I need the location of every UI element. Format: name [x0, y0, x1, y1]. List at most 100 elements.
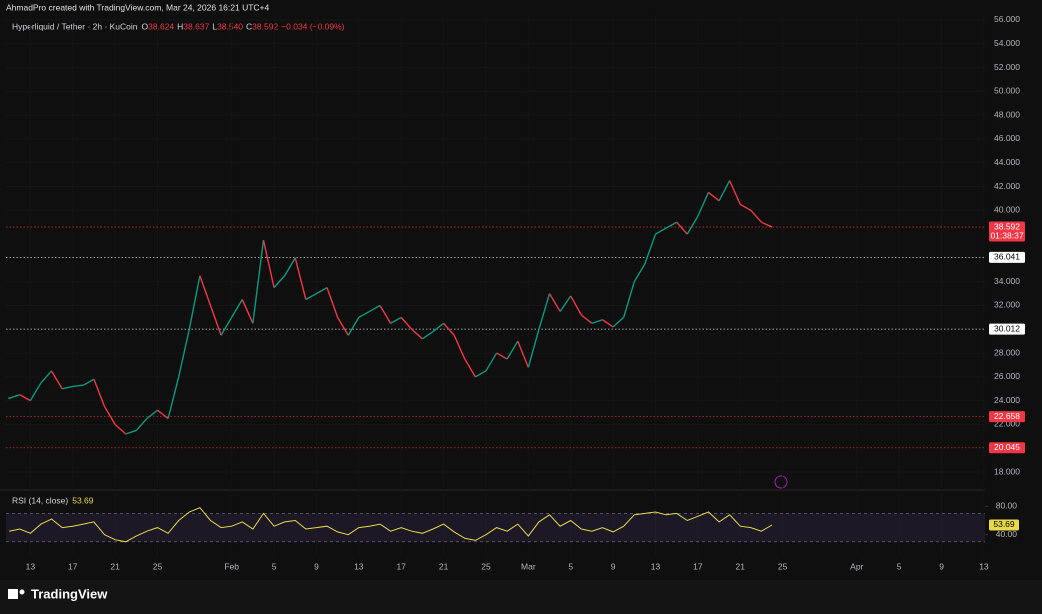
y-tick-label: 24.000	[994, 395, 1020, 405]
price-segment	[538, 293, 551, 330]
price-segment	[252, 239, 265, 324]
x-tick-label: 21	[439, 561, 449, 571]
x-tick-label: 9	[939, 561, 944, 571]
countdown: 01:38:37	[990, 230, 1023, 240]
x-tick-label: Apr	[850, 561, 863, 571]
x-tick-label: 9	[611, 561, 616, 571]
x-tick-label: Mar	[521, 561, 536, 571]
ohlc-value: 38.592	[252, 21, 278, 31]
price-segment	[273, 275, 286, 289]
price-segment	[294, 257, 307, 300]
price-segment	[686, 215, 699, 235]
ohlc-value: 38.624	[148, 21, 174, 31]
x-tick-label: 17	[693, 561, 703, 571]
y-tick-label: 50.000	[994, 86, 1020, 96]
price-label-box	[989, 323, 1025, 335]
price-segment	[188, 275, 201, 330]
ohlc-value: 38.540	[217, 21, 243, 31]
y-tick-label: 34.000	[994, 276, 1020, 286]
price-segment	[697, 192, 710, 217]
x-tick-label: 5	[897, 561, 902, 571]
price-segment	[220, 317, 233, 336]
price-segment	[761, 221, 773, 228]
price-segment	[676, 221, 688, 235]
price-segment	[517, 340, 529, 368]
price-segment	[665, 221, 678, 229]
price-segment	[400, 316, 413, 330]
x-tick-label: 21	[736, 561, 746, 571]
price-segment	[591, 319, 603, 324]
y-tick-label: 26.000	[994, 371, 1020, 381]
x-tick-label: 25	[153, 561, 163, 571]
price-segment	[316, 287, 328, 295]
y-tick-label: 18.000	[994, 466, 1020, 476]
price-segment	[135, 418, 148, 431]
ohlc-key: L	[212, 21, 217, 31]
price-segment	[209, 305, 222, 336]
x-tick-label: 5	[568, 561, 573, 571]
price-label: 38.592	[994, 221, 1020, 231]
x-tick-label: 5	[272, 561, 277, 571]
y-tick-label: 22.000	[994, 419, 1020, 429]
rsi-tick-label: 80.00	[996, 501, 1018, 511]
price-segment	[750, 209, 762, 223]
x-tick-label: Feb	[224, 561, 239, 571]
x-tick-label: 13	[26, 561, 36, 571]
price-segment	[146, 409, 158, 420]
price-segment	[262, 239, 275, 288]
price-segment	[432, 322, 445, 333]
price-segment	[50, 370, 63, 390]
price-segment	[580, 314, 593, 324]
price-change: −0.034 (−0.09%)	[281, 21, 344, 31]
price-segment	[19, 394, 31, 402]
price-segment	[305, 292, 317, 301]
price-label: 22.658	[994, 411, 1020, 421]
price-segment	[548, 293, 561, 312]
price-segment	[8, 394, 20, 399]
price-segment	[527, 329, 540, 368]
price-segment	[157, 409, 169, 420]
x-tick-label: 17	[396, 561, 406, 571]
price-label: 20.045	[994, 442, 1020, 452]
footer-brand: TradingView	[31, 586, 108, 601]
rsi-label-box	[989, 519, 1019, 531]
rsi-value: 53.69	[72, 495, 94, 505]
price-segment	[83, 378, 95, 386]
price-segment	[506, 340, 519, 360]
price-segment	[337, 317, 349, 336]
price-segment	[422, 331, 434, 340]
price-segment	[93, 378, 106, 407]
price-segment	[72, 384, 84, 388]
y-tick-label: 40.000	[994, 205, 1020, 215]
price-segment	[453, 334, 466, 360]
price-segment	[167, 376, 180, 419]
y-tick-label: 54.000	[994, 38, 1020, 48]
header: AhmadPro created with TradingView.com, M…	[6, 2, 270, 12]
price-segment	[326, 287, 339, 318]
y-tick-label: 52.000	[994, 62, 1020, 72]
price-segment	[623, 281, 635, 318]
price-segment	[114, 423, 127, 435]
ohlc-key: H	[177, 21, 183, 31]
price-segment	[358, 310, 370, 318]
y-tick-label: 46.000	[994, 133, 1020, 143]
price-segment	[443, 322, 455, 336]
y-tick-label: 56.000	[994, 14, 1020, 24]
x-tick-label: 9	[314, 561, 319, 571]
price-label: 30.012	[994, 323, 1020, 333]
price-segment	[62, 385, 73, 390]
logo-dot	[19, 589, 25, 595]
x-tick-label: 21	[110, 561, 120, 571]
x-tick-label: 25	[481, 561, 491, 571]
price-segment	[125, 429, 137, 435]
x-tick-label: 25	[778, 561, 788, 571]
price-segment	[475, 370, 487, 378]
price-segment	[718, 180, 731, 202]
y-tick-label: 42.000	[994, 181, 1020, 191]
rsi-line	[9, 507, 773, 543]
price-segment	[231, 299, 243, 318]
ohlc-key: C	[246, 21, 252, 31]
price-segment	[411, 328, 423, 340]
y-tick-label: 32.000	[994, 300, 1020, 310]
